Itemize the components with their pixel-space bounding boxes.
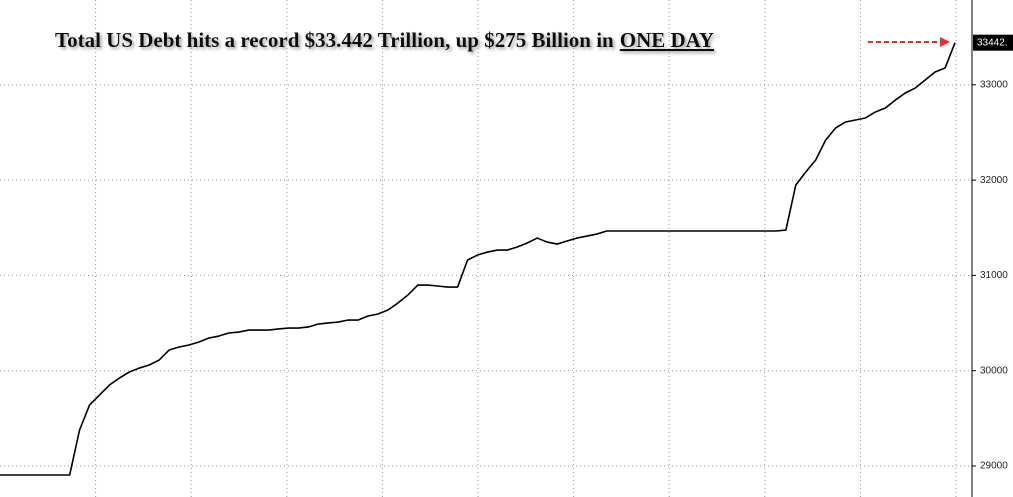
y-tick-label: 29000 bbox=[980, 461, 1008, 472]
value-label-box bbox=[973, 34, 1013, 51]
y-tick-label: 30000 bbox=[980, 365, 1008, 376]
y-tick-label: 33000 bbox=[980, 79, 1008, 90]
annotation: Total US Debt hits a record $33.442 Tril… bbox=[55, 28, 714, 52]
y-tick-label: 31000 bbox=[980, 270, 1008, 281]
annotation-text: Total US Debt hits a record $33.442 Tril… bbox=[55, 28, 614, 52]
value-label: 33442. bbox=[977, 37, 1008, 48]
arrow-head bbox=[940, 37, 950, 47]
y-tick-label: 32000 bbox=[980, 175, 1008, 186]
annotation-emphasis: ONE DAY bbox=[620, 28, 714, 52]
line bbox=[0, 42, 956, 476]
plot: 29000 30000 31000 32000 33000 33442. bbox=[0, 34, 1013, 476]
x-grid bbox=[95, 0, 957, 497]
